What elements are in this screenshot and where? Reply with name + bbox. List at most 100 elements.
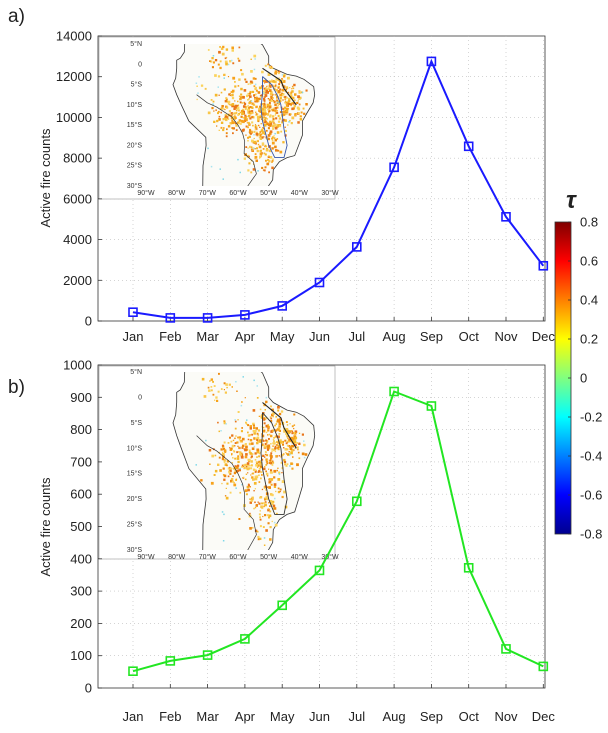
y-tick-label: 14000 [56,29,92,44]
inset-lat-tick: 25°S [127,521,143,529]
x-tick-label: May [270,329,295,344]
inset-map-b: 5°N 0 5°S 10°S 15°S 20°S 25°S 30°S90°W 80°W 70°W 6… [98,365,339,561]
y-ticks-b: 0 100 200 300 400 500 600 700 800 900 1000 [63,358,102,696]
y-axis-label-b: Active fire counts [38,477,53,576]
data-point-marker [165,656,176,666]
data-point-marker [463,562,474,573]
x-tick-label: Aug [383,709,406,724]
y-ticks-a: 0 2000 4000 6000 8000 10000 12000 14000 [56,29,102,329]
data-point-marker [463,141,474,152]
border-line [196,94,257,186]
colorbar-tick-label: -0.8 [580,527,602,542]
x-tick-label: Feb [159,329,181,344]
inset-lat-tick: 10°S [127,444,143,452]
data-point-marker [426,56,437,67]
inset-lon-tick: 70°W [199,189,217,197]
inset-lon-tick: 50°W [260,189,278,197]
y-tick-label: 800 [70,422,92,437]
inset-lon-tick: 30°W [321,189,339,197]
x-tick-label: Dec [532,709,556,724]
x-tick-label: Aug [383,329,406,344]
x-tick-label: Mar [196,329,219,344]
series-line [132,58,545,319]
y-tick-label: 500 [70,519,92,534]
inset-lat-tick: 5°S [131,419,143,427]
colorbar-tick-label: -0.6 [580,488,602,503]
colorbar-tick-label: -0.2 [580,410,602,425]
y-tick-label: 0 [85,681,92,696]
region-boundary [260,412,288,515]
x-tick-label: Mar [196,709,219,724]
inset-lat-tick: 20°S [127,495,143,503]
inset-lat-tick: 0 [138,61,142,68]
inset-lon-tick: 40°W [291,553,309,561]
panel-b: b) 5°N 0 5°S 10°S 15°S 20°S 25°S 30°S90°W 80°W 70… [8,358,556,725]
data-point-marker [389,162,399,173]
data-point-marker [538,260,549,271]
inset-lon-tick: 40°W [291,189,309,197]
inset-lon-tick: 90°W [137,553,155,561]
inset-map-content [172,44,316,186]
inset-lat-tick: 20°S [127,141,143,149]
inset-lon-tick: 90°W [137,189,155,197]
inset-lon-tick: 30°W [321,553,339,561]
y-axis-label-a: Active fire counts [38,128,53,227]
x-tick-label: Jul [348,709,365,724]
data-point-marker [538,661,549,672]
inset-lat-tick: 30°S [127,182,143,190]
series-b [128,386,549,677]
y-tick-label: 6000 [63,191,92,206]
inset-lon-tick: 70°W [199,553,217,561]
x-tick-label: Jan [123,329,144,344]
inset-lat-tick: 5°S [131,81,143,89]
border-line [196,435,257,550]
inset-lon-tick: 80°W [168,553,186,561]
inset-lat-tick: 0 [138,394,142,401]
inset-lat-tick: 15°S [127,121,143,129]
data-point-marker [128,666,138,677]
x-tick-label: Oct [459,329,480,344]
x-tick-label: Feb [159,709,181,724]
y-tick-label: 12000 [56,69,92,84]
colorbar: τ 0.8 0.6 0.4 0.2 0 -0.2 -0.4 -0.6 -0.8 [554,187,602,542]
x-tick-label: Jun [309,709,330,724]
x-tick-label: Jan [123,709,144,724]
inset-map-content [172,372,316,550]
y-tick-label: 1000 [63,358,92,373]
y-tick-label: 600 [70,487,92,502]
grid-b [98,365,545,688]
x-tick-label: Apr [235,329,256,344]
y-tick-label: 100 [70,648,92,663]
y-tick-label: 900 [70,390,92,405]
river-line [262,67,297,106]
panel-label-b: b) [8,377,25,398]
y-tick-label: 2000 [63,273,92,288]
colorbar-ticks: 0.8 0.6 0.4 0.2 0 -0.2 -0.4 -0.6 -0.8 [568,215,602,542]
data-point-marker [240,310,250,320]
x-tick-label: May [270,709,295,724]
inset-lat-tick: 25°S [127,162,143,170]
inset-lon-tick: 80°W [168,189,186,197]
inset-lat-tick: 5°N [130,40,142,48]
y-tick-label: 700 [70,454,92,469]
series-a [128,56,549,323]
colorbar-tick-label: 0.2 [580,332,598,347]
data-point-marker [128,307,138,318]
x-tick-label: Nov [494,709,518,724]
y-tick-label: 200 [70,616,92,631]
data-point-marker [240,634,250,644]
y-tick-label: 400 [70,551,92,566]
data-point-marker [202,650,213,660]
inset-lat-tick: 10°S [127,101,143,109]
colorbar-tick-label: 0.4 [580,293,598,308]
x-ticks-b: Jan Feb Mar Apr May Jun Jul Aug Sep Oct Nov Dec [123,684,556,724]
x-tick-label: Dec [532,329,556,344]
data-point-marker [277,600,288,611]
data-point-marker [389,386,399,397]
y-tick-label: 0 [85,314,92,329]
data-point-marker [165,313,176,323]
x-tick-label: Jul [348,329,365,344]
colorbar-symbol: τ [566,187,577,214]
x-tick-label: Apr [235,709,256,724]
inset-map-a: 5°N 0 5°S 10°S 15°S 20°S 25°S 30°S90°W 80°W 70°W 6… [98,36,339,200]
